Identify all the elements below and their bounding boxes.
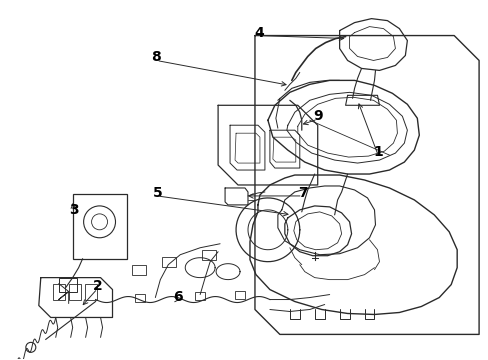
Bar: [135, 293, 145, 302]
Bar: [195, 292, 205, 300]
Bar: [68, 284, 81, 300]
Text: 1: 1: [373, 145, 383, 159]
Bar: [202, 250, 216, 260]
Text: 7: 7: [297, 186, 307, 200]
Bar: [84, 284, 96, 300]
Bar: [235, 291, 244, 298]
Text: 5: 5: [152, 186, 162, 200]
Text: 4: 4: [254, 26, 264, 40]
Bar: [59, 278, 77, 292]
Text: 3: 3: [69, 203, 78, 217]
Bar: [132, 265, 146, 275]
Text: 2: 2: [93, 279, 102, 293]
Bar: [162, 257, 176, 267]
Bar: [73, 194, 127, 259]
Text: 8: 8: [151, 50, 161, 64]
Text: 6: 6: [173, 289, 183, 303]
Text: 9: 9: [312, 109, 322, 123]
Bar: [53, 284, 64, 300]
